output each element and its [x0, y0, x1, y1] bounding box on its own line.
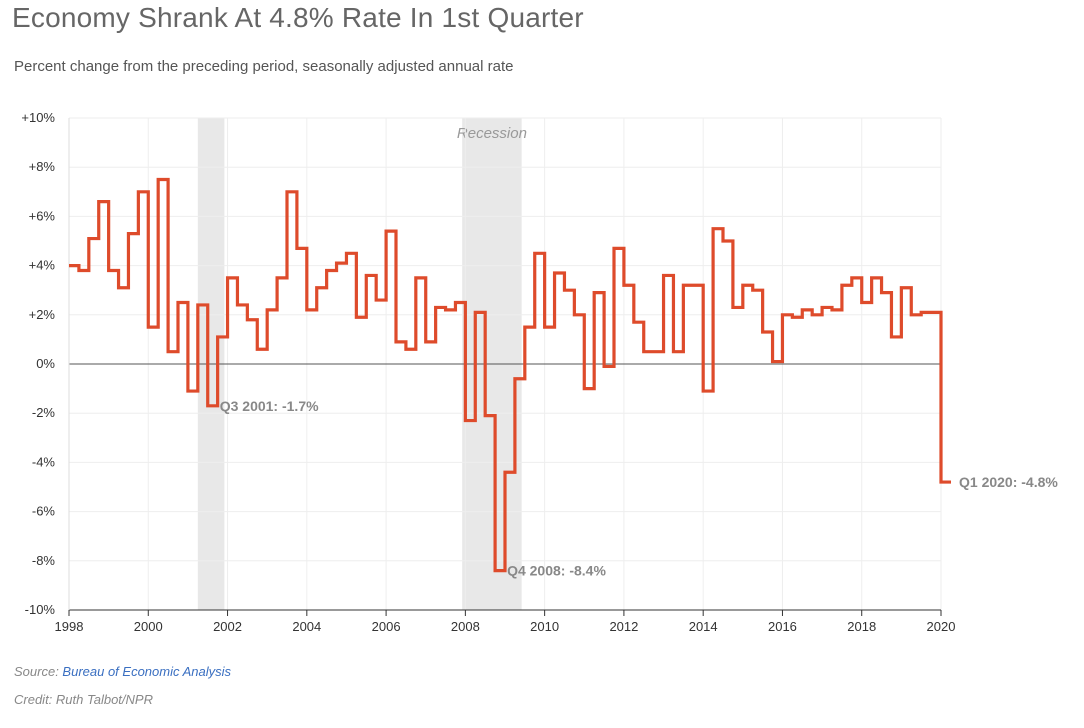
x-tick-label: 2014	[689, 619, 718, 634]
annotation-label-2: Q1 2020: -4.8%	[959, 474, 1058, 490]
y-tick-label: +4%	[29, 258, 56, 273]
x-tick-label: 2002	[213, 619, 242, 634]
x-tick-label: 2006	[372, 619, 401, 634]
gdp-chart: Recession +10% +8% +6% +4% +2% 0% -2% -4% -6% -8%…	[21, 110, 1059, 634]
source-link[interactable]: Bureau of Economic Analysis	[62, 664, 232, 679]
x-tick-label: 1998	[55, 619, 84, 634]
recession-label: Recession	[457, 125, 527, 142]
series-group	[69, 177, 951, 573]
chart-title: Economy Shrank At 4.8% Rate In 1st Quart…	[12, 2, 584, 33]
annotations-group: Q3 2001: -1.7% Q4 2008: -8.4% Q1 2020: -4.…	[220, 398, 1059, 579]
source-prefix: Source:	[14, 664, 63, 679]
x-tick-label: 2000	[134, 619, 163, 634]
credit-line: Credit: Ruth Talbot/NPR	[14, 692, 153, 707]
x-tick-label: 2012	[609, 619, 638, 634]
x-tick-label: 2018	[847, 619, 876, 634]
y-tick-label: +10%	[21, 110, 55, 125]
y-tick-label: +2%	[29, 307, 56, 322]
y-tick-label: -6%	[32, 504, 56, 519]
x-tick-label: 2004	[292, 619, 321, 634]
y-tick-label: +8%	[29, 159, 56, 174]
grid-group	[68, 117, 942, 611]
x-axis: 1998 2000 2002 2004 2006 2008 2010 2012 2014 2016…	[55, 610, 956, 634]
y-tick-label: -10%	[25, 602, 56, 617]
y-tick-label: -4%	[32, 454, 56, 469]
source-line: Source: Bureau of Economic Analysis	[14, 664, 231, 679]
y-axis: +10% +8% +6% +4% +2% 0% -2% -4% -6% -8% -10%	[21, 110, 55, 617]
x-tick-label: 2008	[451, 619, 480, 634]
y-tick-label: -8%	[32, 553, 56, 568]
x-tick-label: 2016	[768, 619, 797, 634]
gdp-series-line	[69, 177, 951, 573]
annotation-label-0: Q3 2001: -1.7%	[220, 398, 319, 414]
annotation-label-1: Q4 2008: -8.4%	[507, 563, 606, 579]
chart-subtitle: Percent change from the preceding period…	[14, 58, 514, 75]
x-tick-label: 2020	[927, 619, 956, 634]
x-tick-label: 2010	[530, 619, 559, 634]
y-tick-label: -2%	[32, 405, 56, 420]
y-tick-label: 0%	[36, 356, 55, 371]
y-tick-label: +6%	[29, 208, 56, 223]
